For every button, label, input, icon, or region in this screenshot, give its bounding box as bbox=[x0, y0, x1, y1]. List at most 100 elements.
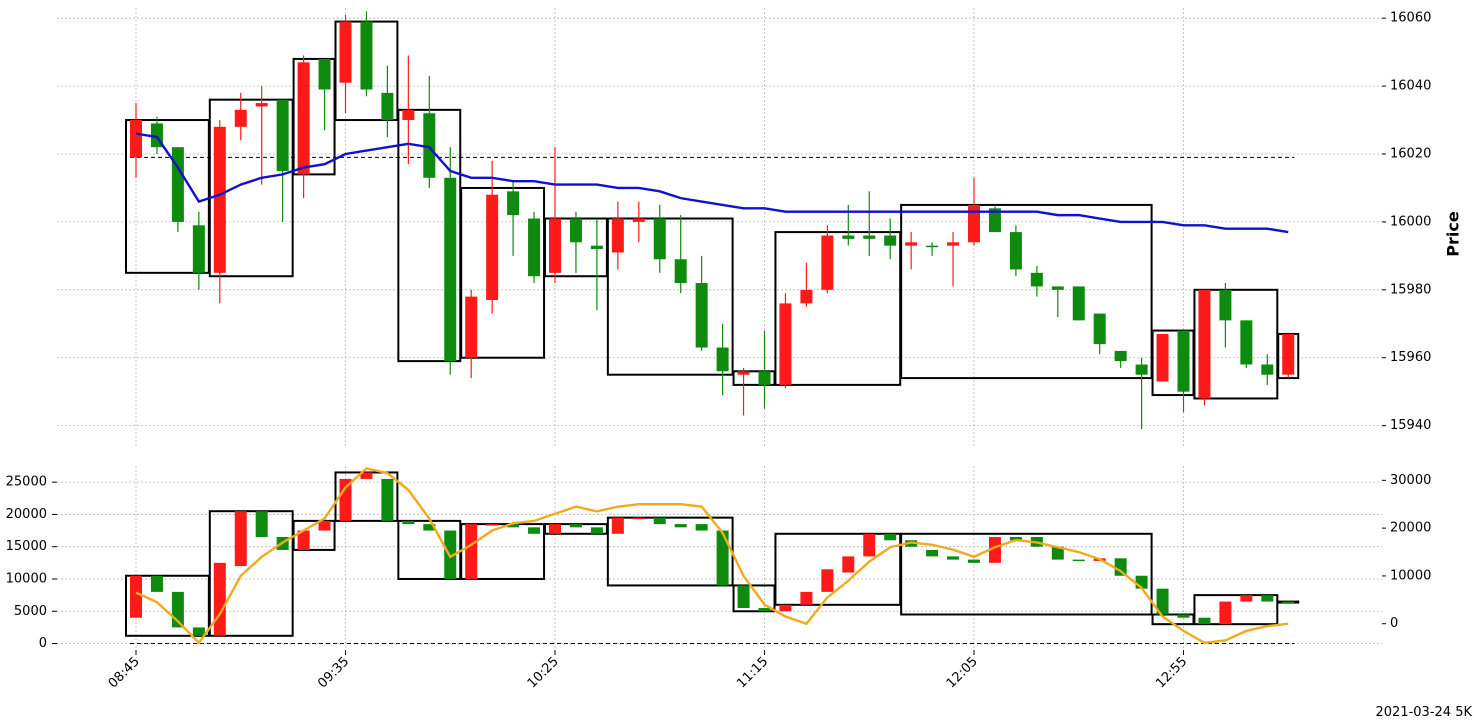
volume-candle-body bbox=[988, 537, 1001, 563]
volume-indicator-line bbox=[135, 467, 1289, 645]
volume-candle-body bbox=[590, 527, 603, 534]
volume-candle-body bbox=[1219, 601, 1232, 625]
price-candle-body bbox=[884, 235, 897, 246]
price-candle-body bbox=[758, 371, 771, 385]
volume-candle-body bbox=[758, 608, 771, 612]
volume-left-tick-label: 10000 bbox=[6, 571, 47, 586]
price-candle-body bbox=[549, 218, 561, 273]
volume-candle-body bbox=[653, 517, 666, 525]
price-candle-body bbox=[590, 245, 603, 250]
price-candle-body bbox=[1240, 320, 1253, 365]
price-candle-body bbox=[423, 113, 436, 178]
volume-candle-body bbox=[318, 520, 331, 531]
volume-candle-body bbox=[1282, 601, 1295, 604]
volume-candle-body bbox=[130, 575, 142, 618]
volume-candle-body bbox=[968, 559, 980, 563]
volume-candle-body bbox=[716, 530, 729, 586]
volume-left-tick-label: 25000 bbox=[6, 475, 47, 490]
volume-candle-body bbox=[674, 524, 687, 528]
volume-candle-body bbox=[1051, 546, 1064, 560]
volume-candle-body bbox=[1198, 617, 1211, 625]
price-candle-body bbox=[653, 218, 666, 260]
price-range-box bbox=[900, 203, 1153, 380]
price-candle-body bbox=[1282, 333, 1295, 375]
price-candle-body bbox=[1261, 364, 1274, 375]
volume-candles bbox=[130, 472, 1295, 636]
price-candle-body bbox=[1135, 364, 1148, 375]
price-candle-body bbox=[1009, 232, 1022, 270]
x-tick-label: 12:55 bbox=[1153, 654, 1190, 691]
price-candle-body bbox=[171, 147, 184, 222]
price-candle-body bbox=[1156, 333, 1169, 382]
volume-candle-body bbox=[339, 478, 352, 521]
price-candle-body bbox=[1093, 313, 1106, 345]
volume-candle-body bbox=[926, 549, 939, 557]
price-candle-body bbox=[130, 120, 142, 158]
volume-right-tick-label: 30000 bbox=[1390, 473, 1431, 488]
price-candle-body bbox=[1198, 289, 1211, 399]
volume-candle-body bbox=[611, 517, 624, 534]
volume-candle-body bbox=[1261, 595, 1274, 602]
volume-candle-body bbox=[1240, 595, 1253, 602]
price-candle-body bbox=[905, 242, 918, 246]
volume-candle-body bbox=[947, 556, 960, 560]
price-tick-label: 15960 bbox=[1390, 350, 1431, 365]
price-candle-body bbox=[569, 218, 582, 243]
price-candle-body bbox=[381, 92, 394, 121]
volume-candle-body bbox=[1156, 588, 1169, 615]
volume-candle-body bbox=[695, 524, 708, 531]
price-candle-body bbox=[1072, 286, 1085, 321]
price-tick-label: 16000 bbox=[1390, 214, 1431, 229]
volume-candle-body bbox=[842, 556, 855, 573]
price-candle-body bbox=[318, 58, 331, 90]
volume-left-tick-label: 5000 bbox=[14, 604, 47, 619]
volume-candle-body bbox=[423, 524, 436, 531]
price-axis-label: Price bbox=[1444, 211, 1463, 257]
price-candle-body bbox=[339, 21, 352, 83]
price-candle-body bbox=[1051, 286, 1064, 290]
moving-average-line bbox=[135, 132, 1289, 234]
volume-candle-body bbox=[821, 569, 834, 592]
price-candle-body bbox=[297, 62, 310, 175]
volume-candle-body bbox=[213, 562, 226, 636]
price-tick-label: 16060 bbox=[1390, 11, 1431, 26]
chart-footer: 2021-03-24 5K bbox=[1376, 705, 1473, 720]
volume-candle-body bbox=[779, 604, 792, 612]
price-candle-body bbox=[716, 347, 729, 372]
x-tick-label: 12:05 bbox=[944, 654, 981, 691]
price-candle-body bbox=[1219, 289, 1232, 321]
volume-right-tick-label: 0 bbox=[1390, 616, 1398, 631]
volume-candle-body bbox=[884, 533, 897, 541]
volume-right-tick-label: 20000 bbox=[1390, 521, 1431, 536]
volume-candle-body bbox=[192, 627, 205, 636]
volume-candle-body bbox=[507, 524, 520, 528]
price-candle-body bbox=[821, 235, 834, 290]
price-tick-label: 16020 bbox=[1390, 147, 1431, 162]
price-candle-body bbox=[234, 109, 247, 127]
indicator-lines bbox=[135, 132, 1289, 645]
price-candle-body bbox=[779, 303, 792, 385]
price-candle-body bbox=[842, 235, 855, 239]
volume-candle-body bbox=[486, 524, 499, 526]
volume-range-box bbox=[208, 510, 294, 637]
volume-candle-body bbox=[800, 591, 813, 605]
x-tick-label: 10:25 bbox=[525, 654, 562, 691]
volume-candle-body bbox=[569, 524, 582, 528]
price-candle-body bbox=[695, 283, 708, 348]
volume-candle-body bbox=[465, 524, 478, 579]
price-candle-body bbox=[611, 218, 624, 253]
volume-candle-body bbox=[1072, 559, 1085, 562]
volume-left-tick-label: 15000 bbox=[6, 539, 47, 554]
price-tick-label: 15940 bbox=[1390, 418, 1431, 433]
volume-candle-body bbox=[1177, 614, 1190, 618]
price-candle-body bbox=[926, 245, 939, 248]
volume-candle-body bbox=[234, 511, 247, 567]
price-candle-body bbox=[947, 242, 960, 246]
price-candle-body bbox=[528, 218, 541, 277]
price-candle-body bbox=[968, 204, 980, 243]
volume-candle-body bbox=[360, 472, 373, 479]
price-candle-body bbox=[402, 109, 415, 121]
price-candle-body bbox=[1030, 272, 1043, 287]
price-candle-body bbox=[507, 191, 520, 216]
